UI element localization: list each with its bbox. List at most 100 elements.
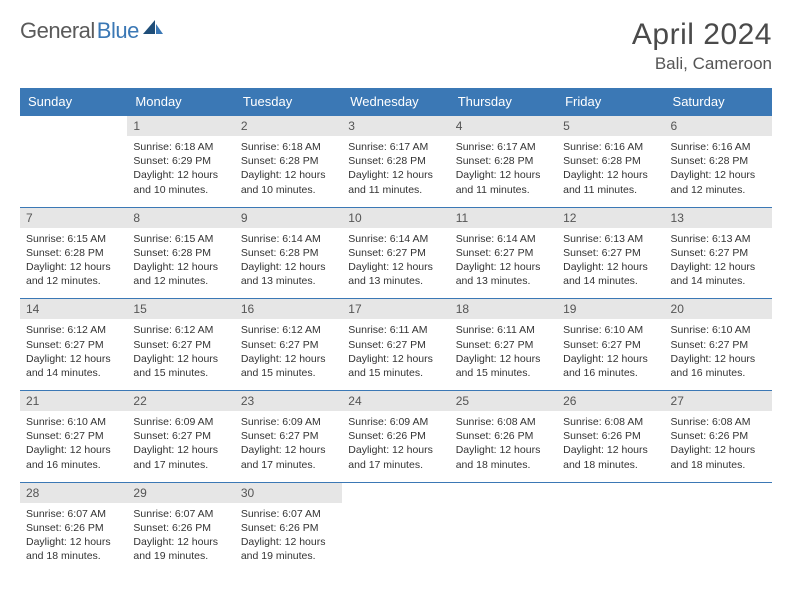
sunrise-text: Sunrise: 6:11 AM — [348, 323, 443, 337]
sunset-text: Sunset: 6:27 PM — [241, 429, 336, 443]
calendar-week: 1Sunrise: 6:18 AMSunset: 6:29 PMDaylight… — [20, 116, 772, 208]
sunrise-text: Sunrise: 6:13 AM — [563, 232, 658, 246]
sunset-text: Sunset: 6:27 PM — [26, 429, 121, 443]
sunset-text: Sunset: 6:27 PM — [241, 338, 336, 352]
calendar-cell: 12Sunrise: 6:13 AMSunset: 6:27 PMDayligh… — [557, 207, 664, 299]
day-info: Sunrise: 6:18 AMSunset: 6:28 PMDaylight:… — [235, 136, 342, 207]
sunset-text: Sunset: 6:28 PM — [348, 154, 443, 168]
calendar-cell: 18Sunrise: 6:11 AMSunset: 6:27 PMDayligh… — [450, 299, 557, 391]
calendar-cell: 16Sunrise: 6:12 AMSunset: 6:27 PMDayligh… — [235, 299, 342, 391]
day-header: Thursday — [450, 88, 557, 116]
day-info: Sunrise: 6:16 AMSunset: 6:28 PMDaylight:… — [557, 136, 664, 207]
sunset-text: Sunset: 6:27 PM — [671, 338, 766, 352]
day-info: Sunrise: 6:18 AMSunset: 6:29 PMDaylight:… — [127, 136, 234, 207]
day-number: 22 — [127, 391, 234, 411]
calendar-cell: 27Sunrise: 6:08 AMSunset: 6:26 PMDayligh… — [665, 391, 772, 483]
sunrise-text: Sunrise: 6:14 AM — [348, 232, 443, 246]
sunrise-text: Sunrise: 6:10 AM — [563, 323, 658, 337]
sunrise-text: Sunrise: 6:18 AM — [133, 140, 228, 154]
sunset-text: Sunset: 6:28 PM — [563, 154, 658, 168]
daylight-text: Daylight: 12 hours and 18 minutes. — [563, 443, 658, 471]
sunrise-text: Sunrise: 6:16 AM — [563, 140, 658, 154]
logo-text-general: General — [20, 18, 95, 44]
day-number: 25 — [450, 391, 557, 411]
sunrise-text: Sunrise: 6:07 AM — [133, 507, 228, 521]
daylight-text: Daylight: 12 hours and 18 minutes. — [671, 443, 766, 471]
day-header-row: Sunday Monday Tuesday Wednesday Thursday… — [20, 88, 772, 116]
daylight-text: Daylight: 12 hours and 16 minutes. — [26, 443, 121, 471]
sunset-text: Sunset: 6:28 PM — [671, 154, 766, 168]
sunrise-text: Sunrise: 6:16 AM — [671, 140, 766, 154]
sunrise-text: Sunrise: 6:14 AM — [456, 232, 551, 246]
day-number: 18 — [450, 299, 557, 319]
daylight-text: Daylight: 12 hours and 15 minutes. — [133, 352, 228, 380]
sunset-text: Sunset: 6:27 PM — [671, 246, 766, 260]
sunset-text: Sunset: 6:27 PM — [348, 338, 443, 352]
calendar-cell — [557, 482, 664, 573]
day-info: Sunrise: 6:08 AMSunset: 6:26 PMDaylight:… — [665, 411, 772, 482]
day-number: 2 — [235, 116, 342, 136]
day-header: Tuesday — [235, 88, 342, 116]
calendar-cell: 22Sunrise: 6:09 AMSunset: 6:27 PMDayligh… — [127, 391, 234, 483]
sunrise-text: Sunrise: 6:12 AM — [26, 323, 121, 337]
sunset-text: Sunset: 6:27 PM — [456, 338, 551, 352]
calendar-cell: 2Sunrise: 6:18 AMSunset: 6:28 PMDaylight… — [235, 116, 342, 208]
calendar-cell: 21Sunrise: 6:10 AMSunset: 6:27 PMDayligh… — [20, 391, 127, 483]
sunset-text: Sunset: 6:27 PM — [563, 246, 658, 260]
sunrise-text: Sunrise: 6:07 AM — [26, 507, 121, 521]
daylight-text: Daylight: 12 hours and 11 minutes. — [563, 168, 658, 196]
calendar-cell: 28Sunrise: 6:07 AMSunset: 6:26 PMDayligh… — [20, 482, 127, 573]
day-info: Sunrise: 6:14 AMSunset: 6:27 PMDaylight:… — [450, 228, 557, 299]
day-info: Sunrise: 6:07 AMSunset: 6:26 PMDaylight:… — [20, 503, 127, 574]
calendar-cell: 19Sunrise: 6:10 AMSunset: 6:27 PMDayligh… — [557, 299, 664, 391]
calendar-cell: 29Sunrise: 6:07 AMSunset: 6:26 PMDayligh… — [127, 482, 234, 573]
calendar-cell: 25Sunrise: 6:08 AMSunset: 6:26 PMDayligh… — [450, 391, 557, 483]
day-number: 28 — [20, 483, 127, 503]
day-number: 5 — [557, 116, 664, 136]
daylight-text: Daylight: 12 hours and 19 minutes. — [133, 535, 228, 563]
daylight-text: Daylight: 12 hours and 18 minutes. — [26, 535, 121, 563]
daylight-text: Daylight: 12 hours and 12 minutes. — [671, 168, 766, 196]
day-info: Sunrise: 6:17 AMSunset: 6:28 PMDaylight:… — [342, 136, 449, 207]
calendar-cell: 11Sunrise: 6:14 AMSunset: 6:27 PMDayligh… — [450, 207, 557, 299]
daylight-text: Daylight: 12 hours and 17 minutes. — [133, 443, 228, 471]
day-number: 17 — [342, 299, 449, 319]
sunset-text: Sunset: 6:27 PM — [348, 246, 443, 260]
day-info: Sunrise: 6:11 AMSunset: 6:27 PMDaylight:… — [450, 319, 557, 390]
month-title: April 2024 — [632, 18, 772, 52]
calendar-cell: 24Sunrise: 6:09 AMSunset: 6:26 PMDayligh… — [342, 391, 449, 483]
day-info: Sunrise: 6:09 AMSunset: 6:27 PMDaylight:… — [235, 411, 342, 482]
calendar-table: Sunday Monday Tuesday Wednesday Thursday… — [20, 88, 772, 573]
day-number: 15 — [127, 299, 234, 319]
day-number: 13 — [665, 208, 772, 228]
day-number: 21 — [20, 391, 127, 411]
calendar-cell — [665, 482, 772, 573]
sunset-text: Sunset: 6:26 PM — [133, 521, 228, 535]
day-number: 10 — [342, 208, 449, 228]
day-number: 1 — [127, 116, 234, 136]
page-header: GeneralBlue April 2024 Bali, Cameroon — [20, 18, 772, 74]
calendar-week: 21Sunrise: 6:10 AMSunset: 6:27 PMDayligh… — [20, 391, 772, 483]
sunset-text: Sunset: 6:26 PM — [26, 521, 121, 535]
day-number: 16 — [235, 299, 342, 319]
day-number: 14 — [20, 299, 127, 319]
day-number: 6 — [665, 116, 772, 136]
sunset-text: Sunset: 6:28 PM — [456, 154, 551, 168]
day-info: Sunrise: 6:12 AMSunset: 6:27 PMDaylight:… — [127, 319, 234, 390]
daylight-text: Daylight: 12 hours and 18 minutes. — [456, 443, 551, 471]
sunrise-text: Sunrise: 6:15 AM — [133, 232, 228, 246]
day-info: Sunrise: 6:07 AMSunset: 6:26 PMDaylight:… — [127, 503, 234, 574]
day-info: Sunrise: 6:17 AMSunset: 6:28 PMDaylight:… — [450, 136, 557, 207]
day-info: Sunrise: 6:13 AMSunset: 6:27 PMDaylight:… — [557, 228, 664, 299]
calendar-cell: 7Sunrise: 6:15 AMSunset: 6:28 PMDaylight… — [20, 207, 127, 299]
day-number: 7 — [20, 208, 127, 228]
sunrise-text: Sunrise: 6:08 AM — [456, 415, 551, 429]
sunrise-text: Sunrise: 6:08 AM — [671, 415, 766, 429]
sunrise-text: Sunrise: 6:09 AM — [241, 415, 336, 429]
sunset-text: Sunset: 6:27 PM — [456, 246, 551, 260]
daylight-text: Daylight: 12 hours and 13 minutes. — [456, 260, 551, 288]
daylight-text: Daylight: 12 hours and 12 minutes. — [133, 260, 228, 288]
sunset-text: Sunset: 6:28 PM — [26, 246, 121, 260]
daylight-text: Daylight: 12 hours and 11 minutes. — [456, 168, 551, 196]
sunrise-text: Sunrise: 6:09 AM — [348, 415, 443, 429]
